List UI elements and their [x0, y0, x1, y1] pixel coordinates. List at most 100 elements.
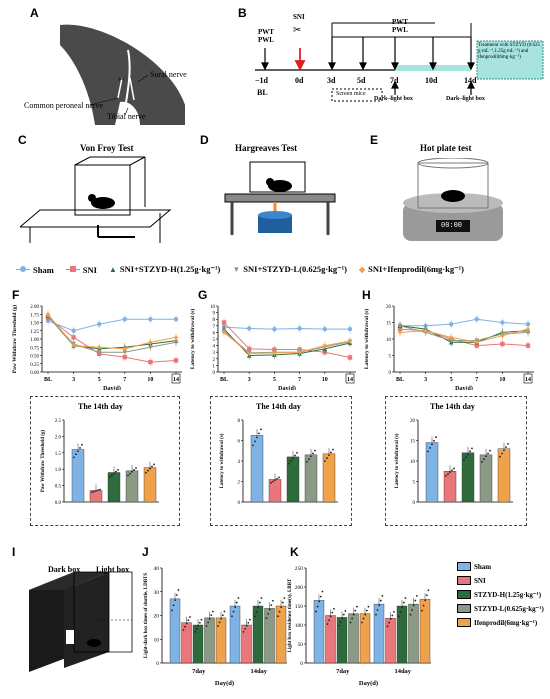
- data-dot: [272, 480, 274, 483]
- data-dot: [151, 465, 153, 468]
- y-tick-label: 150: [295, 604, 304, 610]
- data-dot: [175, 594, 178, 596]
- x-category-label: 7day: [336, 668, 350, 675]
- data-dot: [234, 606, 237, 609]
- x-axis-label: Day(d): [455, 385, 473, 390]
- data-dot: [278, 610, 281, 613]
- data-dot: [316, 605, 319, 608]
- x-category-label: 14day: [394, 668, 411, 675]
- y-tick-label: 5: [389, 355, 392, 360]
- data-dot: [255, 610, 258, 613]
- y-tick-label: 20: [386, 305, 392, 310]
- y-tick-label: 8: [213, 318, 216, 323]
- data-dot: [376, 609, 379, 611]
- chart-k-lbrt: 0 50 100 150 200 250 Light box residence time(…: [288, 566, 431, 687]
- data-dot: [386, 625, 389, 628]
- data-dot: [312, 452, 314, 455]
- data-dot: [451, 469, 453, 472]
- data-dot: [77, 450, 79, 452]
- data-dot: [433, 439, 435, 442]
- y-tick-label: 15: [410, 440, 416, 445]
- data-dot: [414, 599, 417, 602]
- hot-plate-title: Hot plate test: [420, 143, 472, 153]
- data-dot: [217, 625, 219, 627]
- data-dot: [447, 473, 449, 475]
- data-point: [97, 345, 102, 350]
- data-dot: [149, 467, 151, 470]
- data-dot: [292, 457, 294, 460]
- y-tick-label: 2.0: [55, 435, 62, 440]
- y-tick-label: 1.00: [30, 338, 39, 343]
- data-dot: [278, 476, 280, 479]
- data-point: [500, 333, 505, 338]
- panel-label-i: I: [12, 545, 16, 559]
- hot-plate-apparatus: [403, 158, 503, 241]
- data-dot: [499, 455, 501, 458]
- diamond-marker-icon: ◆: [359, 265, 366, 274]
- data-dot: [339, 621, 342, 623]
- x-tick-label: 3: [248, 377, 251, 383]
- data-dot: [267, 612, 269, 615]
- data-dot: [378, 604, 381, 607]
- data-dot: [283, 597, 286, 599]
- data-point: [221, 330, 227, 335]
- day-label: 14d: [464, 76, 477, 85]
- y-tick-label: 2: [238, 481, 241, 486]
- data-dot: [272, 599, 274, 602]
- chart-f-inset-day14: 0.0 0.5 1.0 1.5 2.0 2.5 Paw Withdraw Threshold…: [41, 419, 159, 506]
- data-dot: [469, 450, 471, 453]
- data-dot: [389, 618, 392, 620]
- data-dot: [463, 459, 465, 462]
- data-dot: [467, 453, 469, 456]
- data-point: [45, 312, 51, 317]
- y-tick-label: 5: [413, 481, 416, 486]
- y-tick-label: 0.75: [30, 346, 39, 351]
- y-tick-label: 20: [154, 614, 160, 620]
- data-point: [322, 326, 327, 332]
- data-dot: [344, 610, 347, 612]
- data-dot: [427, 589, 430, 592]
- data-dot: [95, 489, 97, 492]
- von-frey-title: Von Froy Test: [80, 143, 134, 153]
- data-dot: [73, 456, 75, 459]
- data-dot: [194, 630, 196, 633]
- data-dot: [270, 481, 272, 484]
- series-line: [223, 322, 351, 358]
- data-dot: [256, 436, 258, 439]
- bar: [241, 624, 252, 664]
- data-dot: [507, 443, 509, 445]
- data-dot: [453, 467, 455, 470]
- dark-box-label: Dark box: [48, 565, 81, 574]
- data-dot: [487, 452, 489, 455]
- data-dot: [260, 428, 262, 431]
- inset-title-h: The 14th day: [430, 402, 475, 411]
- dark-light-box-label-7d: Dark–light box: [374, 96, 413, 102]
- bar: [336, 617, 348, 664]
- inset-box-f: [30, 396, 180, 526]
- screen-mice-label: Screen mice: [336, 91, 366, 97]
- x-tick-label: 10: [322, 377, 328, 383]
- jk-legend-sham: Sham: [457, 562, 544, 571]
- bar: [479, 454, 493, 503]
- y-tick-label: 0: [413, 501, 416, 506]
- y-tick-label: 10: [386, 338, 392, 343]
- chart-j-ldbts: 0 10 20 30 40 Light-dark box times of shuttle…: [144, 566, 287, 687]
- y-axis-label: Paw Withdraw Threshold (g): [11, 305, 18, 374]
- y-tick-label: 50: [298, 642, 304, 648]
- y-tick-label: 3: [213, 351, 216, 356]
- data-point: [148, 317, 153, 322]
- data-dot: [212, 610, 214, 613]
- data-dot: [328, 619, 330, 622]
- y-tick-label: 1.50: [30, 322, 39, 327]
- data-dot: [485, 455, 487, 458]
- data-dot: [280, 606, 283, 609]
- data-dot: [399, 610, 402, 613]
- x-axis-label: Day(d): [215, 680, 234, 687]
- inverted-triangle-marker-icon: ▼: [232, 265, 241, 274]
- y-tick-label: 100: [295, 623, 304, 629]
- data-dot: [268, 608, 271, 611]
- data-dot: [294, 454, 296, 457]
- data-dot: [306, 461, 308, 463]
- x-tick-label: 14: [173, 377, 179, 383]
- data-dot: [330, 451, 332, 454]
